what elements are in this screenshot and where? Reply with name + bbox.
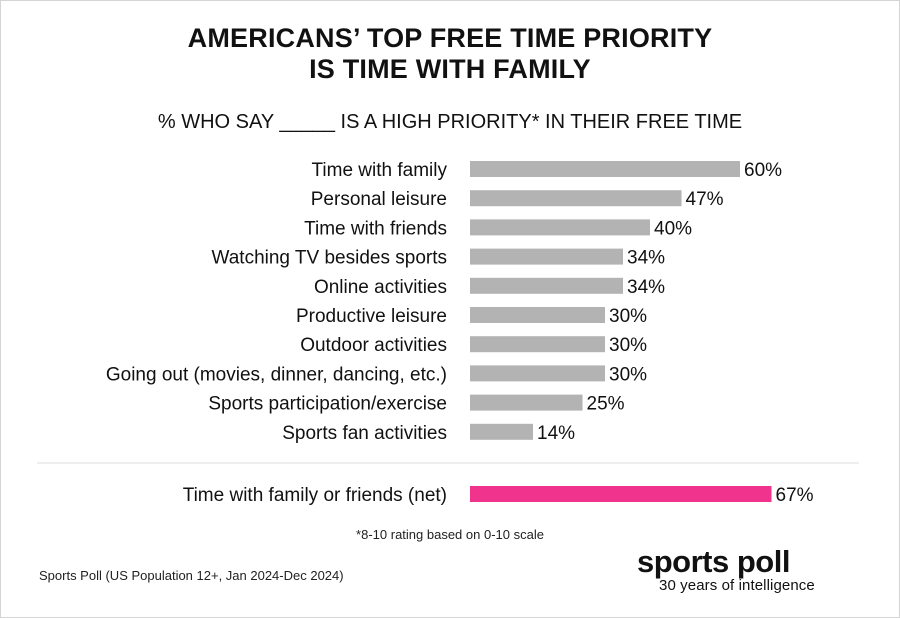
category-label: Time with friends	[304, 218, 447, 239]
bar	[470, 365, 605, 382]
data-label: 60%	[744, 160, 782, 181]
bar-chart: Time with family 60% Personal leisure 47% Ti…	[37, 160, 859, 506]
bar	[470, 277, 623, 294]
chart-title-line-2: IS TIME WITH FAMILY	[309, 54, 591, 84]
footnote: *8-10 rating based on 0-10 scale	[356, 527, 544, 542]
category-label: Going out (movies, dinner, dancing, etc.…	[106, 364, 447, 385]
bar	[470, 161, 740, 177]
chart-title-line-1: AMERICANS’ TOP FREE TIME PRIORITY	[187, 23, 713, 53]
data-label: 25%	[587, 394, 625, 415]
data-label: 47%	[686, 189, 724, 210]
bar	[470, 394, 583, 411]
data-label: 30%	[609, 335, 647, 356]
category-label: Watching TV besides sports	[212, 248, 448, 269]
bar	[470, 248, 623, 265]
category-label: Time with family or friends (net)	[183, 485, 447, 506]
source-note: Sports Poll (US Population 12+, Jan 2024…	[39, 568, 344, 583]
logo-name: sports poll	[637, 544, 790, 579]
category-label: Sports participation/exercise	[208, 394, 447, 415]
category-label: Personal leisure	[311, 189, 447, 210]
bar	[470, 486, 772, 502]
category-label: Time with family	[312, 160, 448, 181]
bar	[470, 336, 605, 353]
data-label: 30%	[609, 306, 647, 327]
bar	[470, 219, 650, 236]
chart-subtitle: % WHO SAY _____ IS A HIGH PRIORITY* IN T…	[157, 111, 743, 133]
logo-tagline: 30 years of intelligence	[659, 577, 815, 594]
data-label: 34%	[627, 277, 665, 298]
data-label: 14%	[537, 423, 575, 444]
data-label: 67%	[776, 485, 814, 506]
data-label: 30%	[609, 364, 647, 385]
data-label: 34%	[627, 248, 665, 269]
bar	[470, 423, 533, 440]
category-label: Productive leisure	[296, 306, 447, 327]
bar	[470, 307, 605, 323]
chart-title: AMERICANS’ TOP FREE TIME PRIORITY IS TIM…	[1, 23, 899, 85]
category-label: Online activities	[314, 277, 447, 298]
category-label: Outdoor activities	[300, 335, 447, 356]
bar	[470, 190, 682, 207]
category-label: Sports fan activities	[282, 423, 447, 444]
data-label: 40%	[654, 218, 692, 239]
sports-poll-logo: sports poll 30 years of intelligence	[637, 546, 815, 594]
